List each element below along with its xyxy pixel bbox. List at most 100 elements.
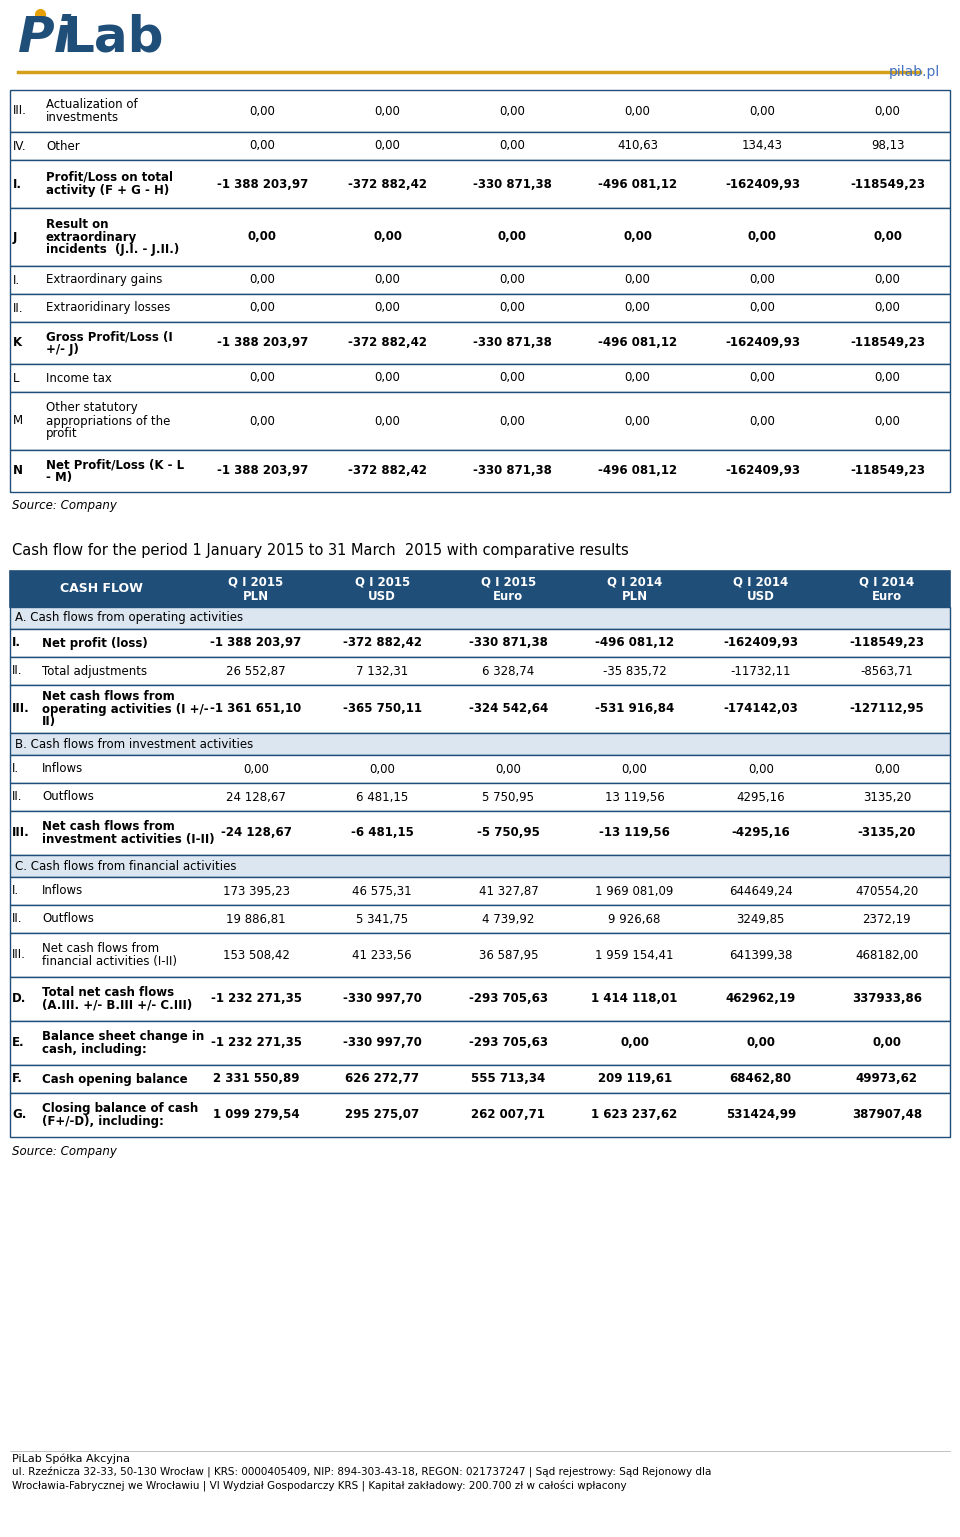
Text: 13 119,56: 13 119,56 <box>605 790 664 804</box>
Text: PLN: PLN <box>621 590 648 603</box>
Text: 0,00: 0,00 <box>374 372 400 384</box>
Text: ul. Rzeźnicza 32-33, 50-130 Wrocław | KRS: 0000405409, NIP: 894-303-43-18, REGON: ul. Rzeźnicza 32-33, 50-130 Wrocław | KR… <box>12 1468 711 1479</box>
Text: (F+/-D), including:: (F+/-D), including: <box>42 1114 164 1128</box>
Text: Euro: Euro <box>493 590 523 603</box>
Text: -330 871,38: -330 871,38 <box>473 464 552 478</box>
Text: -1 232 271,35: -1 232 271,35 <box>210 993 301 1005</box>
Text: 9 926,68: 9 926,68 <box>609 913 660 925</box>
Text: -118549,23: -118549,23 <box>850 636 924 650</box>
Bar <box>10 812 950 855</box>
Text: -324 542,64: -324 542,64 <box>468 702 548 716</box>
Text: 0,00: 0,00 <box>625 274 651 286</box>
Text: USD: USD <box>747 590 775 603</box>
Text: 0,00: 0,00 <box>750 105 776 117</box>
Text: -330 997,70: -330 997,70 <box>343 993 421 1005</box>
Text: -372 882,42: -372 882,42 <box>348 177 427 191</box>
Text: 0,00: 0,00 <box>250 274 276 286</box>
Text: 0,00: 0,00 <box>374 274 400 286</box>
Text: II.: II. <box>12 790 22 804</box>
Text: 7 132,31: 7 132,31 <box>356 664 408 678</box>
Text: IV.: IV. <box>13 140 27 152</box>
Text: 68462,80: 68462,80 <box>730 1073 792 1085</box>
Text: PiLab Spółka Akcyjna: PiLab Spółka Akcyjna <box>12 1454 130 1465</box>
Text: Extraordinary gains: Extraordinary gains <box>46 274 162 286</box>
Text: 0,00: 0,00 <box>623 231 652 243</box>
Text: Q I 2015: Q I 2015 <box>354 575 410 589</box>
Text: 387907,48: 387907,48 <box>852 1108 922 1122</box>
Text: operating activities (I +/-: operating activities (I +/- <box>42 702 208 716</box>
Text: I.: I. <box>12 884 19 898</box>
Text: -1 388 203,97: -1 388 203,97 <box>210 636 301 650</box>
Text: Profit/Loss on total: Profit/Loss on total <box>46 171 173 184</box>
Bar <box>10 1021 950 1065</box>
Bar <box>10 266 950 294</box>
Text: 41 327,87: 41 327,87 <box>478 884 539 898</box>
Text: -531 916,84: -531 916,84 <box>595 702 674 716</box>
Text: 6 481,15: 6 481,15 <box>356 790 408 804</box>
Text: 0,00: 0,00 <box>875 301 900 315</box>
Text: J: J <box>13 231 17 243</box>
Bar <box>10 686 950 733</box>
Bar <box>10 160 950 207</box>
Text: CASH FLOW: CASH FLOW <box>60 583 143 595</box>
Text: 0,00: 0,00 <box>625 301 651 315</box>
Text: 0,00: 0,00 <box>498 231 527 243</box>
Text: 0,00: 0,00 <box>499 372 525 384</box>
Text: -496 081,12: -496 081,12 <box>598 464 677 478</box>
Bar <box>10 855 950 878</box>
Text: -293 705,63: -293 705,63 <box>468 993 548 1005</box>
Bar <box>10 782 950 812</box>
Bar <box>10 755 950 782</box>
Text: N: N <box>13 464 23 478</box>
Text: Inflows: Inflows <box>42 762 84 776</box>
Text: Wrocławia-Fabrycznej we Wrocławiu | VI Wydział Gospodarczy KRS | Kapitał zakłado: Wrocławia-Fabrycznej we Wrocławiu | VI W… <box>12 1479 627 1491</box>
Text: PLN: PLN <box>243 590 269 603</box>
Text: 0,00: 0,00 <box>748 762 774 776</box>
Text: 36 587,95: 36 587,95 <box>479 948 539 962</box>
Text: 5 750,95: 5 750,95 <box>483 790 535 804</box>
Text: 626 272,77: 626 272,77 <box>346 1073 420 1085</box>
Text: G.: G. <box>12 1108 26 1122</box>
Text: 4 739,92: 4 739,92 <box>482 913 535 925</box>
Text: -1 388 203,97: -1 388 203,97 <box>217 464 308 478</box>
Text: 209 119,61: 209 119,61 <box>597 1073 672 1085</box>
Text: -3135,20: -3135,20 <box>857 827 916 839</box>
Text: -1 361 651,10: -1 361 651,10 <box>210 702 301 716</box>
Text: 262 007,71: 262 007,71 <box>471 1108 545 1122</box>
Text: Net cash flows from: Net cash flows from <box>42 690 175 702</box>
Bar <box>10 607 950 629</box>
Text: activity (F + G - H): activity (F + G - H) <box>46 184 169 197</box>
Text: 462962,19: 462962,19 <box>726 993 796 1005</box>
Text: 0,00: 0,00 <box>499 140 525 152</box>
Text: 173 395,23: 173 395,23 <box>223 884 290 898</box>
Text: -6 481,15: -6 481,15 <box>350 827 414 839</box>
Text: Inflows: Inflows <box>42 884 84 898</box>
Text: -496 081,12: -496 081,12 <box>598 177 677 191</box>
Text: Net cash flows from: Net cash flows from <box>42 821 175 833</box>
Text: C. Cash flows from financial activities: C. Cash flows from financial activities <box>15 859 236 873</box>
Text: 24 128,67: 24 128,67 <box>227 790 286 804</box>
Text: 46 575,31: 46 575,31 <box>352 884 412 898</box>
Text: 0,00: 0,00 <box>374 301 400 315</box>
Text: III.: III. <box>12 948 26 962</box>
Text: -11732,11: -11732,11 <box>731 664 791 678</box>
Bar <box>10 733 950 755</box>
Text: K: K <box>13 337 22 349</box>
Bar <box>10 132 950 160</box>
Text: -162409,93: -162409,93 <box>725 337 800 349</box>
Text: 337933,86: 337933,86 <box>852 993 922 1005</box>
Text: Q I 2014: Q I 2014 <box>607 575 662 589</box>
Text: Source: Company: Source: Company <box>12 500 117 512</box>
Text: II): II) <box>42 716 56 729</box>
Text: -372 882,42: -372 882,42 <box>343 636 421 650</box>
Text: investments: investments <box>46 111 119 124</box>
Text: Result on: Result on <box>46 218 108 231</box>
Text: -330 871,38: -330 871,38 <box>473 177 552 191</box>
Text: 555 713,34: 555 713,34 <box>471 1073 545 1085</box>
Text: 0,00: 0,00 <box>875 372 900 384</box>
Text: Euro: Euro <box>872 590 902 603</box>
Text: -162409,93: -162409,93 <box>723 636 799 650</box>
Text: Other: Other <box>46 140 80 152</box>
Text: Pi: Pi <box>18 14 72 61</box>
Text: Extraoridinary losses: Extraoridinary losses <box>46 301 170 315</box>
